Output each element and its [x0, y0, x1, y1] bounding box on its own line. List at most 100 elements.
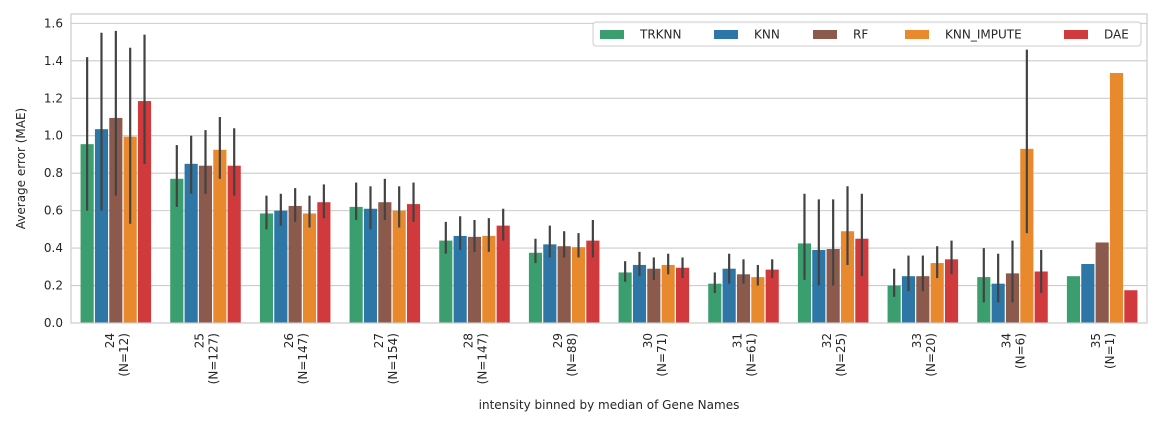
x-tick-label: 34 [1000, 333, 1014, 348]
x-tick: 33 (N=20) [910, 333, 938, 377]
bars [80, 72, 1138, 323]
bar [675, 267, 690, 323]
legend-label: RF [853, 28, 868, 42]
legend-swatch [1064, 30, 1088, 39]
x-tick-label: 32 [820, 333, 834, 348]
bar [708, 283, 722, 323]
bar [378, 202, 392, 323]
x-tick-label: 31 [731, 333, 745, 348]
x-tick-sublabel: (N=71) [655, 333, 669, 377]
bar [1109, 72, 1124, 323]
bar [170, 178, 184, 323]
y-tick-label: 1.4 [44, 54, 63, 68]
bar [439, 240, 453, 323]
bar [930, 263, 944, 323]
bar [855, 238, 869, 323]
bar [482, 235, 496, 323]
bar [213, 149, 227, 323]
bar [392, 210, 406, 323]
y-axis-label: Average error (MAE) [14, 108, 28, 229]
bar [80, 144, 94, 323]
bar [259, 213, 274, 323]
bar [137, 101, 152, 323]
x-tick: 30 (N=71) [641, 333, 669, 377]
bar [1020, 148, 1034, 323]
bar [765, 269, 779, 323]
bar [632, 264, 647, 323]
x-tick-sublabel: (N=147) [476, 333, 490, 384]
bar [94, 129, 109, 323]
bar [991, 283, 1005, 323]
bar [586, 240, 600, 323]
bar [557, 246, 571, 323]
x-tick: 25 (N=127) [193, 333, 221, 384]
x-tick: 35 (N=1) [1089, 333, 1117, 369]
bar [826, 249, 840, 323]
x-tick: 27 (N=154) [372, 333, 400, 384]
y-tick-label: 1.6 [44, 16, 63, 30]
bar [887, 285, 901, 323]
x-tick-sublabel: (N=154) [386, 333, 400, 384]
y-tick-label: 1.0 [44, 129, 63, 143]
legend: TRKNN KNN RF KNN_IMPUTE DAE [592, 21, 1142, 47]
x-tick-sublabel: (N=6) [1014, 333, 1028, 369]
bar [496, 225, 510, 323]
legend-label: KNN_IMPUTE [945, 28, 1022, 42]
bar [1081, 264, 1095, 323]
bar [571, 247, 586, 323]
x-tick: 26 (N=147) [282, 333, 310, 384]
y-tick-label: 0.4 [44, 241, 63, 255]
bar [751, 277, 765, 323]
y-tick-label: 1.2 [44, 91, 63, 105]
bar [109, 117, 123, 323]
bar [647, 268, 661, 323]
x-tick-label: 33 [910, 333, 924, 348]
y-tick-label: 0.0 [44, 316, 63, 330]
bar [453, 235, 467, 323]
x-tick-label: 27 [372, 333, 386, 348]
bar [1124, 290, 1138, 323]
bar [736, 274, 751, 323]
x-tick-label: 25 [193, 333, 207, 348]
bar [317, 202, 331, 323]
legend-box [592, 21, 1142, 47]
bar [349, 206, 363, 323]
x-tick: 28 (N=147) [462, 333, 490, 384]
x-tick-sublabel: (N=1) [1103, 333, 1117, 369]
x-tick-sublabel: (N=147) [296, 333, 310, 384]
legend-swatch [813, 30, 837, 39]
x-tick-sublabel: (N=127) [207, 333, 221, 384]
legend-swatch [905, 30, 929, 39]
x-tick: 29 (N=88) [551, 333, 579, 377]
bar [227, 165, 241, 323]
x-tick-label: 35 [1089, 333, 1103, 348]
x-tick-label: 28 [462, 333, 476, 348]
x-tick-sublabel: (N=25) [834, 333, 848, 377]
x-tick-label: 29 [551, 333, 565, 348]
bar [901, 276, 916, 323]
bar [1034, 271, 1048, 323]
bar [406, 204, 421, 323]
bar [274, 210, 288, 323]
bar [123, 136, 137, 323]
bar [363, 208, 378, 323]
x-axis-ticks: 24 (N=12) 25 (N=127) 26 (N=147) 27 (N=154) 28 (N=… [103, 333, 1117, 384]
x-tick-label: 26 [282, 333, 296, 348]
bar [722, 268, 736, 323]
bar [288, 205, 302, 323]
x-tick: 24 (N=12) [103, 333, 131, 377]
x-tick-sublabel: (N=88) [565, 333, 579, 377]
y-axis-ticks: 0.0 0.2 0.4 0.6 0.8 1.0 1.2 1.4 1.6 [44, 16, 63, 330]
bar [1066, 276, 1081, 323]
bar [840, 231, 855, 323]
legend-swatch [714, 30, 738, 39]
y-tick-label: 0.2 [44, 279, 63, 293]
bar [528, 252, 543, 323]
x-tick: 34 (N=6) [1000, 333, 1028, 369]
x-tick-label: 30 [641, 333, 655, 348]
x-tick-label: 24 [103, 333, 117, 348]
bar [302, 213, 317, 323]
bar [543, 244, 557, 323]
bar [618, 272, 632, 323]
